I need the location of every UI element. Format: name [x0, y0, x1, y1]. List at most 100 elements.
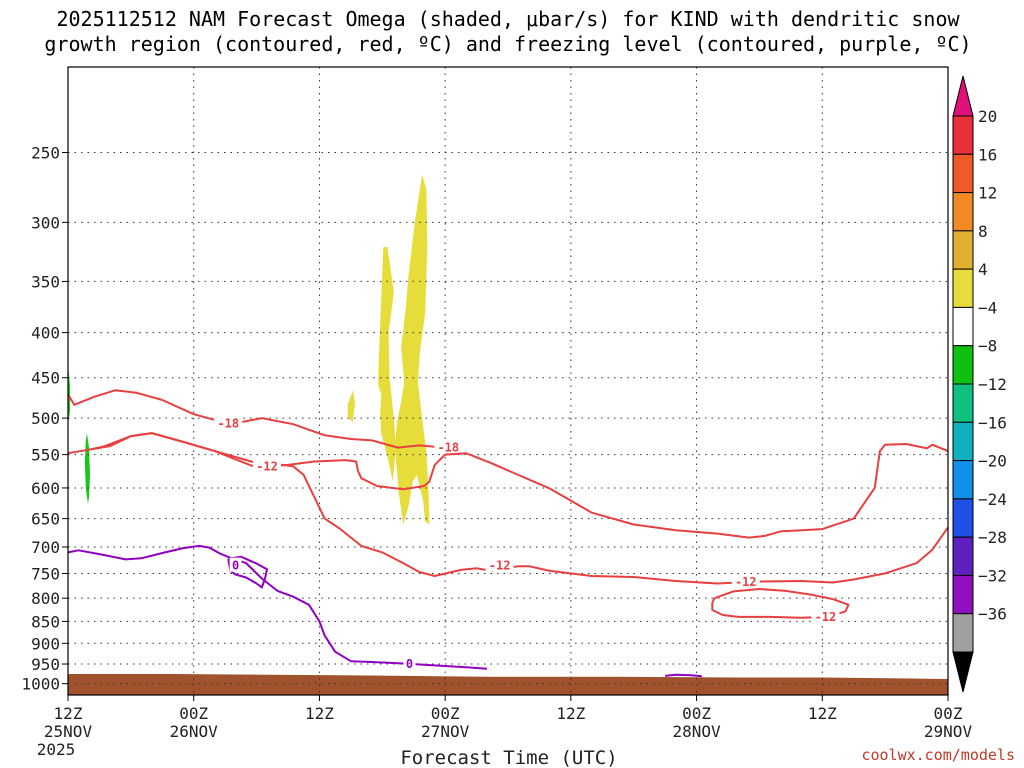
colorbar-label-11: −28 — [978, 528, 1007, 547]
colorbar-swatch-0 — [952, 115, 974, 155]
y-tick-label-900: 900 — [31, 634, 60, 653]
colorbar-label-9: −20 — [978, 452, 1007, 471]
dgz-contour-label-bg-2-2 — [731, 574, 760, 589]
y-tick-label-300: 300 — [31, 213, 60, 232]
y-tick-label-400: 400 — [31, 324, 60, 343]
y-tick-label-1000: 1000 — [21, 675, 60, 694]
colorbar-swatch-9 — [952, 460, 974, 500]
y-tick-label-950: 950 — [31, 655, 60, 674]
y-tick-label-600: 600 — [31, 479, 60, 498]
colorbar-label-10: −24 — [978, 490, 1007, 509]
colorbar-swatch-7 — [952, 383, 974, 423]
y-tick-label-650: 650 — [31, 510, 60, 529]
x-tick-label-24: 12Z — [305, 704, 334, 723]
omega-shade-0 — [347, 390, 355, 422]
dgz-contour-label-bg-2-1 — [485, 557, 514, 572]
colorbar-swatch-12 — [952, 574, 974, 615]
colorbar-swatch-13 — [952, 613, 974, 653]
colorbar-label-5: −4 — [978, 298, 997, 317]
x-tick-label-36: 00Z — [431, 704, 460, 723]
x-tick-date-36: 27NOV — [421, 722, 470, 741]
terrain-fill — [68, 674, 948, 695]
y-tick-label-700: 700 — [31, 538, 60, 557]
y-tick-label-350: 350 — [31, 272, 60, 291]
freezing-contour-line-0 — [67, 544, 488, 670]
omega-shading — [68, 174, 430, 525]
terrain — [68, 674, 948, 695]
dgz-contour-label-bg-0-0 — [214, 415, 243, 430]
freezing-contour-label-0-0: 0 — [406, 657, 413, 671]
x-tick-date-0: 25NOV — [44, 722, 93, 741]
dgz-contour-label-2-2: -12 — [735, 575, 757, 589]
chart-title-line1: 2025112512 NAM Forecast Omega (shaded, μ… — [56, 7, 960, 31]
x-tick-label-60: 00Z — [682, 704, 711, 723]
dgz-contour-label-2-0: -12 — [256, 459, 278, 473]
colorbar-label-3: 8 — [978, 222, 988, 241]
x-tick-label-48: 12Z — [556, 704, 585, 723]
dgz-contour-label-0-1: -18 — [437, 441, 459, 455]
freezing-contour-line-2 — [664, 673, 702, 678]
credit-text: coolwx.com/models — [861, 746, 1015, 764]
y-tick-label-250: 250 — [31, 143, 60, 162]
colorbar-label-7: −12 — [978, 375, 1007, 394]
colorbar-swatch-6 — [952, 345, 974, 385]
dgz-contour-line-1 — [67, 432, 949, 539]
x-tick-year-0: 2025 — [37, 740, 76, 759]
dgz-contour-line-0 — [67, 389, 446, 449]
colorbar-swatch-8 — [952, 421, 974, 462]
x-tick-label-0: 12Z — [54, 704, 83, 723]
colorbar-swatch-10 — [952, 498, 974, 538]
y-tick-label-500: 500 — [31, 409, 60, 428]
colorbar-swatch-1 — [952, 153, 974, 194]
y-tick-label-550: 550 — [31, 446, 60, 465]
colorbar-swatch-2 — [952, 192, 974, 232]
freezing-contour-line-1 — [227, 555, 268, 589]
omega-shade-1 — [378, 247, 396, 482]
colorbar-label-8: −16 — [978, 413, 1007, 432]
omega-shade-2 — [394, 174, 430, 525]
y-tick-label-750: 750 — [31, 564, 60, 583]
colorbar-label-2: 12 — [978, 184, 997, 203]
x-axis-label: Forecast Time (UTC) — [400, 747, 617, 768]
colorbar-swatch-5 — [952, 306, 974, 347]
y-tick-label-800: 800 — [31, 589, 60, 608]
omega-shade-4 — [84, 433, 90, 504]
dgz-contour-label-bg-2-0 — [253, 458, 282, 473]
dgz-contour-label-3-0: -12 — [815, 610, 837, 624]
colorbar-label-12: −32 — [978, 566, 1007, 585]
colorbar-top-arrow — [952, 75, 974, 117]
dgz-contour-line-2 — [88, 432, 949, 585]
x-tick-date-84: 29NOV — [924, 722, 973, 741]
colorbar-label-0: 20 — [978, 107, 997, 126]
y-tick-label-450: 450 — [31, 369, 60, 388]
colorbar-label-4: 4 — [978, 260, 988, 279]
plot-frame — [67, 66, 949, 696]
contours: -18 -18 -12 -12 -12 -12 0 0 — [67, 389, 949, 678]
freezing-contour-label-bg-0-0 — [403, 656, 416, 671]
dgz-contour-label-2-1: -12 — [489, 559, 511, 573]
y-tick-label-850: 850 — [31, 612, 60, 631]
colorbar-bottom-arrow — [952, 651, 974, 693]
x-tick-date-12: 26NOV — [170, 722, 219, 741]
y-axis-ticks: 250 300 350 400 450 500 550 600 650 700 750 800 850 9… — [21, 143, 68, 694]
colorbar-label-13: −36 — [978, 605, 1007, 624]
chart-title-line2: growth region (contoured, red, ºC) and f… — [44, 32, 971, 56]
colorbar: 20 16 12 8 4 −4 −8 −12 −16 −20 −24 −28 −32 −36 — [952, 75, 1007, 693]
dgz-contour-label-bg-0-1 — [434, 439, 463, 454]
colorbar-label-6: −8 — [978, 337, 997, 356]
grid-lines — [67, 67, 949, 695]
freezing-contour-label-1-0: 0 — [232, 559, 239, 573]
x-tick-label-72: 12Z — [808, 704, 837, 723]
colorbar-swatch-3 — [952, 230, 974, 270]
dgz-contour-label-bg-3-0 — [811, 608, 840, 623]
x-tick-date-60: 28NOV — [672, 722, 721, 741]
colorbar-label-1: 16 — [978, 145, 997, 164]
colorbar-swatch-11 — [952, 536, 974, 576]
x-tick-label-84: 00Z — [934, 704, 963, 723]
x-tick-label-12: 00Z — [179, 704, 208, 723]
dgz-contour-label-0-0: -18 — [217, 416, 239, 430]
colorbar-swatch-4 — [952, 268, 974, 308]
freezing-contour-label-bg-1-0 — [229, 557, 242, 572]
